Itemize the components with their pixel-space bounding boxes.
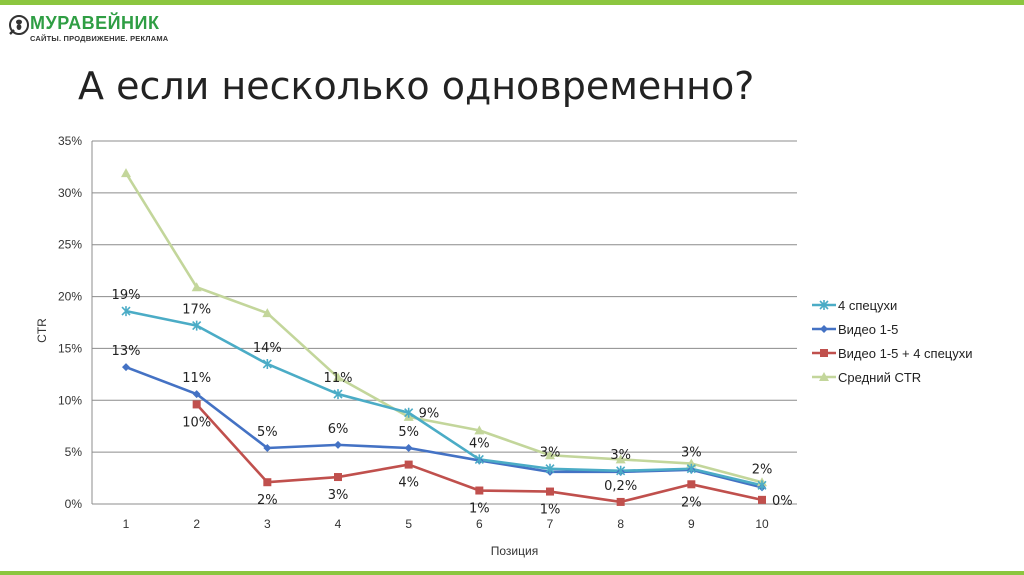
legend-swatch <box>812 325 836 333</box>
point-marker <box>474 425 485 435</box>
data-label: 3% <box>610 448 631 463</box>
data-label: 4% <box>398 476 419 491</box>
legend-swatch <box>812 300 836 310</box>
data-label: 2% <box>752 462 773 477</box>
point-marker <box>687 480 696 489</box>
point-marker <box>474 454 484 465</box>
point-marker <box>546 487 554 496</box>
point-marker <box>615 454 626 464</box>
series-line <box>125 309 763 487</box>
top-accent-bar <box>0 0 1024 5</box>
brand-name: МУРАВЕЙНИК <box>30 13 160 33</box>
x-axis-title: Позиция <box>491 544 538 558</box>
data-label: 2% <box>681 495 702 510</box>
data-label: 0,2% <box>604 479 637 494</box>
point-marker <box>333 389 343 400</box>
legend-label: Видео 1-5 + 4 спецухи <box>838 346 973 361</box>
legend-swatch <box>812 372 836 381</box>
x-tick-label: 8 <box>617 517 624 531</box>
bottom-accent-bar <box>0 571 1024 575</box>
point-marker <box>191 282 202 292</box>
y-tick-label: 15% <box>58 341 82 355</box>
point-marker <box>262 308 273 318</box>
data-label: 3% <box>328 488 349 503</box>
y-tick-label: 0% <box>65 497 83 511</box>
point-marker <box>686 463 696 474</box>
y-tick-label: 10% <box>58 393 82 407</box>
point-marker <box>404 443 413 452</box>
ant-logo-icon <box>9 15 29 35</box>
point-marker <box>263 443 272 452</box>
data-label: 6% <box>328 422 349 437</box>
legend-item: 4 спецухи <box>812 296 1017 320</box>
data-label: 11% <box>324 371 353 386</box>
data-label: 9% <box>419 407 440 422</box>
point-marker <box>192 400 201 409</box>
point-marker <box>545 450 555 460</box>
data-label: 3% <box>540 446 561 461</box>
point-marker <box>404 407 414 418</box>
point-marker <box>334 440 342 449</box>
point-marker <box>616 497 625 506</box>
series-line <box>124 172 763 484</box>
chart-legend: 4 спецухи Видео 1-5 Видео 1-5 + 4 спецухи С… <box>812 296 1017 392</box>
data-label: 0% <box>772 494 793 509</box>
x-tick-label: 9 <box>688 517 695 531</box>
brand-tagline: САЙТЫ. ПРОДВИЖЕНИЕ. РЕКЛАМА <box>30 34 169 43</box>
legend-label: Средний CTR <box>838 370 922 385</box>
point-marker <box>757 480 767 491</box>
legend-item: Видео 1-5 <box>812 320 1017 344</box>
point-marker <box>192 390 201 399</box>
data-label: 19% <box>112 288 141 303</box>
legend-label: 4 спецухи <box>838 298 898 313</box>
x-tick-label: 10 <box>755 517 769 531</box>
point-marker <box>263 478 272 487</box>
brand-logo: МУРАВЕЙНИК САЙТЫ. ПРОДВИЖЕНИЕ. РЕКЛАМА <box>8 12 168 46</box>
data-label: 1% <box>540 503 561 518</box>
data-label: 5% <box>398 425 419 440</box>
y-tick-label: 35% <box>58 134 82 148</box>
data-label: 2% <box>257 493 278 508</box>
x-tick-label: 5 <box>405 517 412 531</box>
point-marker <box>262 358 272 369</box>
data-label: 13% <box>112 344 141 359</box>
y-tick-label: 20% <box>58 290 82 304</box>
point-marker <box>616 465 626 476</box>
y-tick-label: 30% <box>58 186 82 200</box>
point-marker <box>121 306 131 317</box>
y-tick-label: 5% <box>65 445 83 459</box>
point-marker <box>121 168 131 178</box>
y-tick-label: 25% <box>58 238 82 252</box>
data-label: 14% <box>253 341 282 356</box>
data-label: 10% <box>182 415 211 430</box>
x-tick-label: 3 <box>264 517 271 531</box>
point-marker <box>758 495 766 504</box>
legend-swatch <box>812 349 836 357</box>
x-tick-label: 1 <box>123 517 130 531</box>
x-tick-label: 7 <box>547 517 554 531</box>
point-marker <box>333 372 343 382</box>
data-label: 17% <box>182 303 211 318</box>
x-tick-label: 2 <box>193 517 200 531</box>
legend-label: Видео 1-5 <box>838 322 899 337</box>
data-label: 11% <box>182 371 211 386</box>
data-label: 5% <box>257 425 278 440</box>
data-label: 1% <box>469 502 490 517</box>
x-tick-label: 6 <box>476 517 483 531</box>
point-marker <box>334 473 342 482</box>
point-marker <box>475 486 484 495</box>
point-marker <box>404 460 413 469</box>
point-marker <box>122 363 130 372</box>
y-axis-title: CTR <box>35 318 49 343</box>
x-tick-label: 4 <box>335 517 342 531</box>
slide-title: А если несколько одновременно? <box>78 64 755 108</box>
legend-item: Видео 1-5 + 4 спецухи <box>812 344 1017 368</box>
point-marker <box>545 463 555 474</box>
data-label: 3% <box>681 446 702 461</box>
point-marker <box>192 320 202 331</box>
data-label: 4% <box>469 436 490 451</box>
legend-item: Средний CTR <box>812 368 1017 392</box>
